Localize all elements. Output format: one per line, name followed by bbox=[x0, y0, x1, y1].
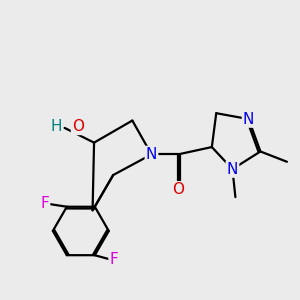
Text: F: F bbox=[110, 252, 118, 267]
Text: O: O bbox=[72, 119, 84, 134]
Text: H: H bbox=[50, 119, 62, 134]
Text: F: F bbox=[40, 196, 49, 211]
Text: N: N bbox=[227, 162, 238, 177]
Text: N: N bbox=[243, 112, 254, 127]
Text: O: O bbox=[172, 182, 184, 197]
Text: N: N bbox=[146, 147, 157, 162]
